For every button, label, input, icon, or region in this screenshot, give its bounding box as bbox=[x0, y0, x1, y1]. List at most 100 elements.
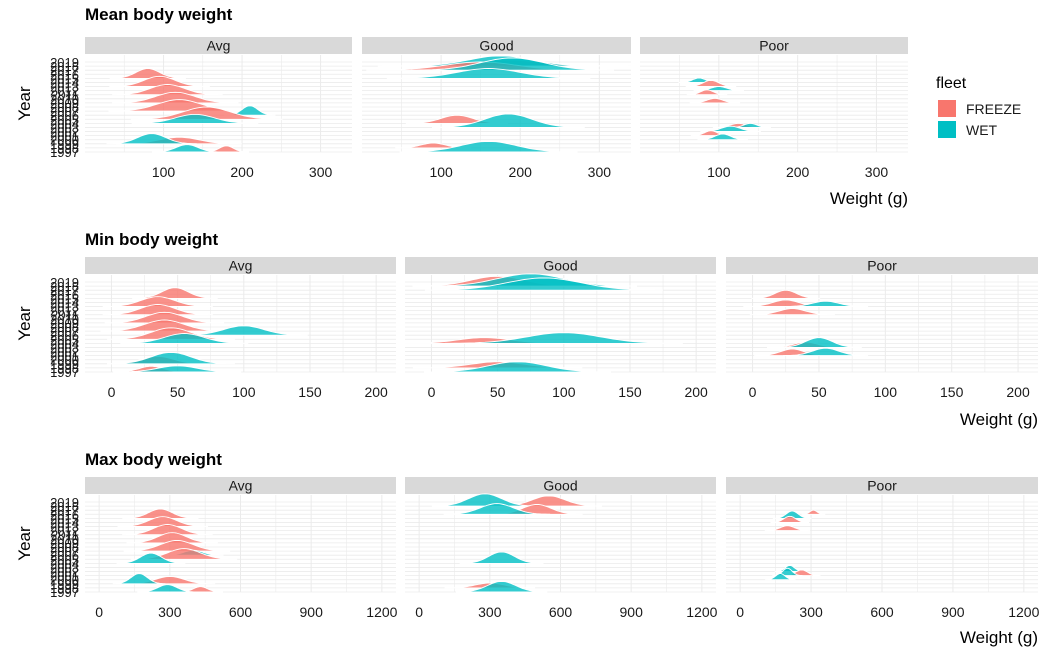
x-tick-label: 100 bbox=[707, 164, 731, 180]
x-tick-label: 100 bbox=[152, 164, 176, 180]
y-tick-label: 2007 bbox=[50, 544, 79, 559]
facet-strip bbox=[726, 257, 1038, 274]
gridlines bbox=[726, 495, 1038, 593]
ridge-freeze-2011 bbox=[102, 304, 213, 316]
y-tick-label: 2000 bbox=[50, 133, 79, 148]
y-tick-label: 2009 bbox=[50, 316, 79, 331]
ridge-wet-2018 bbox=[431, 493, 539, 507]
x-tick-label: 100 bbox=[552, 384, 576, 400]
chart-row-1: Mean body weight Year Weight (g) 1997199819… bbox=[15, 5, 908, 208]
y-tick-label: 2015 bbox=[50, 71, 79, 86]
legend-label-freeze: FREEZE bbox=[966, 101, 1021, 117]
y-tick-label: 2014 bbox=[50, 295, 79, 310]
x-tick-label: 200 bbox=[230, 164, 254, 180]
ridge-wet-2004 bbox=[116, 552, 186, 564]
y-tick-label: 2001 bbox=[50, 569, 79, 584]
ridges bbox=[112, 508, 238, 593]
facet-label: Good bbox=[543, 258, 577, 274]
y-tick-label: 1997 bbox=[50, 365, 79, 380]
y-tick-label: 2010 bbox=[50, 312, 79, 327]
ridge-wet-1999 bbox=[107, 351, 235, 365]
x-tick-label: 300 bbox=[799, 604, 823, 620]
panel-poor: Poor 100 200 300 bbox=[640, 37, 908, 180]
ridge-wet-2004 bbox=[459, 551, 544, 564]
x-tick-label: 900 bbox=[300, 604, 324, 620]
y-tick-label: 2000 bbox=[50, 573, 79, 588]
y-tick-label: 2003 bbox=[50, 120, 79, 135]
chart-row-2: Min body weight Year Weight (g) 19971998199… bbox=[15, 230, 1038, 429]
facet-label: Poor bbox=[867, 478, 897, 494]
panel-avg: Avg 100 200 300 bbox=[85, 37, 352, 180]
ridges bbox=[764, 509, 826, 581]
y-tick-label: 1999 bbox=[50, 137, 79, 152]
y-tick-label: 2004 bbox=[50, 336, 79, 351]
y-tick-label: 2003 bbox=[50, 340, 79, 355]
y-tick-label: 2019 bbox=[50, 495, 79, 510]
ridge-freeze-2009 bbox=[112, 91, 239, 104]
x-tick-label: 200 bbox=[684, 384, 708, 400]
y-tick-label: 2017 bbox=[50, 503, 79, 518]
x-tick-label: 600 bbox=[229, 604, 253, 620]
x-tick-label: 200 bbox=[364, 384, 388, 400]
y-tick-label: 2014 bbox=[50, 515, 79, 530]
y-axis-title: Year bbox=[15, 306, 34, 341]
x-tick-label: 1200 bbox=[1008, 604, 1039, 620]
ridge-freeze-2009 bbox=[104, 311, 225, 324]
x-tick-label: 0 bbox=[428, 384, 436, 400]
y-tick-label: 2011 bbox=[51, 88, 79, 103]
ridge-freeze-2013 bbox=[109, 75, 210, 87]
ridge-wet-2004 bbox=[120, 333, 249, 344]
ridge-wet-2015 bbox=[386, 68, 591, 79]
panel-good: Good 0 300 600 900 1200 bbox=[405, 477, 718, 620]
y-tick-label: 2001 bbox=[50, 349, 79, 364]
chart-row-3: Max body weight Year Weight (g) 19971998199… bbox=[15, 450, 1040, 647]
gridlines bbox=[85, 275, 396, 373]
y-tick-label: 2016 bbox=[50, 67, 79, 82]
y-tick-label: 2007 bbox=[50, 324, 79, 339]
x-tick-label: 300 bbox=[309, 164, 333, 180]
y-tick-label: 2001 bbox=[50, 129, 79, 144]
ridge-wet-2006 bbox=[179, 325, 308, 336]
y-tick-label: 2002 bbox=[50, 565, 79, 580]
ridge-wet-2000 bbox=[765, 573, 796, 581]
panel-poor: Poor 0 50 100 150 200 bbox=[726, 257, 1038, 400]
y-tick-label: 2017 bbox=[50, 283, 79, 298]
x-tick-label: 300 bbox=[478, 604, 502, 620]
y-tick-label: 2005 bbox=[50, 332, 79, 347]
y-tick-label: 2019 bbox=[50, 275, 79, 290]
panel-poor: Poor 0 300 600 900 1200 bbox=[726, 477, 1040, 620]
facet-label: Avg bbox=[229, 258, 253, 274]
ridge-freeze-2007 bbox=[123, 540, 231, 552]
x-tick-label: 50 bbox=[811, 384, 827, 400]
y-tick-label: 2011 bbox=[51, 308, 79, 323]
gridlines bbox=[85, 55, 352, 153]
y-tick-label: 2003 bbox=[50, 560, 79, 575]
facet-strip bbox=[362, 37, 631, 54]
ridge-wet-2013 bbox=[783, 300, 869, 307]
facet-label: Poor bbox=[867, 258, 897, 274]
y-tick-label: 2008 bbox=[50, 100, 79, 115]
ridge-freeze-2015 bbox=[132, 287, 218, 299]
ridge-wet-2000 bbox=[697, 133, 748, 141]
facet-strip bbox=[85, 37, 352, 54]
ridge-freeze-2016 bbox=[801, 509, 826, 515]
x-tick-label: 0 bbox=[415, 604, 423, 620]
y-tick-label: 2011 bbox=[51, 528, 79, 543]
ridges bbox=[404, 273, 683, 373]
legend: fleet FREEZE WET bbox=[936, 75, 1021, 138]
y-tick-label: 2008 bbox=[50, 540, 79, 555]
row-title: Mean body weight bbox=[85, 5, 233, 24]
ridge-wet-2012 bbox=[693, 86, 744, 92]
x-tick-label: 100 bbox=[232, 384, 256, 400]
x-tick-label: 900 bbox=[620, 604, 644, 620]
y-tick-label: 1999 bbox=[50, 357, 79, 372]
facet-strip bbox=[405, 257, 716, 274]
legend-key-freeze bbox=[938, 100, 956, 117]
panel-avg: Avg 0 300 600 900 1200 bbox=[85, 477, 398, 620]
ridge-wet-1999 bbox=[112, 573, 166, 585]
x-axis-title: Weight (g) bbox=[960, 628, 1038, 647]
x-tick-label: 150 bbox=[618, 384, 642, 400]
ridge-freeze-2011 bbox=[122, 524, 213, 536]
y-tick-label: 2006 bbox=[50, 328, 79, 343]
